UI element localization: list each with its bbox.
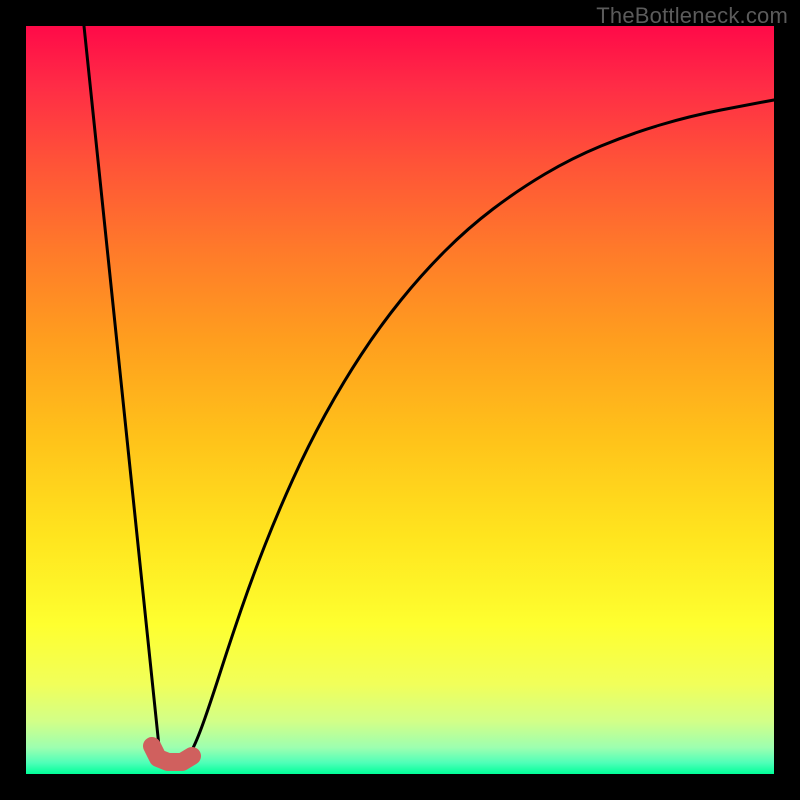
chart-svg	[0, 0, 800, 800]
watermark-text: TheBottleneck.com	[596, 3, 788, 29]
chart-frame: TheBottleneck.com	[0, 0, 800, 800]
plot-area	[26, 26, 774, 774]
gradient-background	[26, 26, 774, 774]
